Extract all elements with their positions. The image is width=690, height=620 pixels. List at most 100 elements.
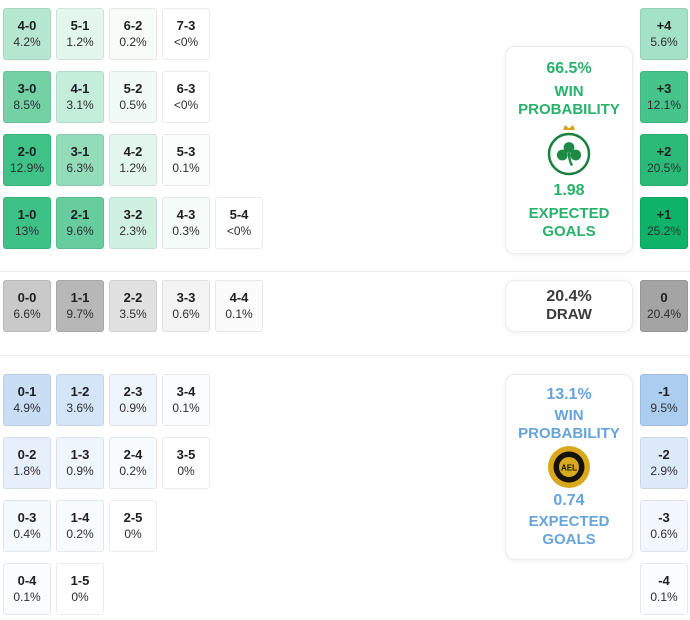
goal-diff-probability: 20.5% <box>646 160 682 175</box>
score-label: 2-4 <box>123 446 143 462</box>
score-cell: 1-5 0% <box>56 563 104 615</box>
goal-diff-probability: 0.6% <box>650 526 678 541</box>
score-label: 0-1 <box>17 383 37 399</box>
score-cell: 0-3 0.4% <box>3 500 51 552</box>
draw-score-row: 0-0 6.6% 1-1 9.7% 2-2 3.5% 3-3 0.6% 4-4 … <box>3 280 263 332</box>
score-cell: 1-3 0.9% <box>56 437 104 489</box>
home-score-row-3: 2-0 12.9% 3-1 6.3% 4-2 1.2% 5-3 0.1% <box>3 134 210 186</box>
score-probability: 0.1% <box>172 160 200 175</box>
score-label: 0-3 <box>17 509 37 525</box>
goal-diff-label: +3 <box>656 80 672 96</box>
score-label: 3-3 <box>176 289 196 305</box>
score-label: 1-1 <box>70 289 90 305</box>
score-cell: 2-5 0% <box>109 500 157 552</box>
score-probability: 0.1% <box>172 400 200 415</box>
away-expected-goals-label: EXPECTED GOALS <box>528 512 610 548</box>
score-cell: 1-4 0.2% <box>56 500 104 552</box>
score-cell: 5-1 1.2% <box>56 8 104 60</box>
away-score-row-2: 0-2 1.8% 1-3 0.9% 2-4 0.2% 3-5 0% <box>3 437 210 489</box>
score-probability: 13% <box>14 223 40 238</box>
score-probability: 0.2% <box>119 463 147 478</box>
draw-label: DRAW <box>546 306 592 324</box>
score-cell: 3-1 6.3% <box>56 134 104 186</box>
score-label: 6-3 <box>176 80 196 96</box>
score-probability: 0.3% <box>172 223 200 238</box>
score-cell: 2-1 9.6% <box>56 197 104 249</box>
goal-diff-probability: 0.1% <box>650 589 678 604</box>
score-cell: 4-1 3.1% <box>56 71 104 123</box>
score-probability: 3.1% <box>66 97 94 112</box>
score-probability: 0.9% <box>66 463 94 478</box>
score-probability: 0.1% <box>13 589 41 604</box>
score-cell: 0-2 1.8% <box>3 437 51 489</box>
away-score-row-3: 0-3 0.4% 1-4 0.2% 2-5 0% <box>3 500 157 552</box>
goal-diff-cell-minus4: -4 0.1% <box>640 563 688 615</box>
score-probability: 0.2% <box>66 526 94 541</box>
score-label: 2-3 <box>123 383 143 399</box>
score-cell: 3-4 0.1% <box>162 374 210 426</box>
away-score-row-1: 0-1 4.9% 1-2 3.6% 2-3 0.9% 3-4 0.1% <box>3 374 210 426</box>
goal-diff-probability: 5.6% <box>650 34 678 49</box>
goal-diff-label: +4 <box>656 17 672 33</box>
score-label: 4-4 <box>229 289 249 305</box>
score-label: 3-2 <box>123 206 143 222</box>
away-team-logo: AEL <box>547 445 591 489</box>
score-label: 4-0 <box>17 17 37 33</box>
score-label: 2-2 <box>123 289 143 305</box>
score-cell: 0-1 4.9% <box>3 374 51 426</box>
score-label: 1-4 <box>70 509 90 525</box>
section-divider-bottom <box>0 355 690 356</box>
score-cell: 7-3 <0% <box>162 8 210 60</box>
score-probability: <0% <box>173 97 199 112</box>
goal-diff-label: 0 <box>660 289 668 305</box>
score-label: 3-5 <box>176 446 196 462</box>
score-label: 4-1 <box>70 80 90 96</box>
score-cell: 3-3 0.6% <box>162 280 210 332</box>
goal-diff-cell-plus3: +3 12.1% <box>640 71 688 123</box>
score-cell: 6-3 <0% <box>162 71 210 123</box>
score-probability: 0.2% <box>119 34 147 49</box>
score-probability: 1.8% <box>13 463 41 478</box>
score-cell: 1-1 9.7% <box>56 280 104 332</box>
score-cell: 5-3 0.1% <box>162 134 210 186</box>
score-cell: 2-2 3.5% <box>109 280 157 332</box>
score-cell: 4-3 0.3% <box>162 197 210 249</box>
section-divider-top <box>0 271 690 272</box>
away-win-card: 13.1% WIN PROBABILITY AEL 0.74 EXPECTED … <box>505 374 633 560</box>
score-cell: 2-3 0.9% <box>109 374 157 426</box>
away-team-crest-icon: AEL <box>548 445 590 488</box>
score-probability: 1.2% <box>119 160 147 175</box>
score-label: 2-0 <box>17 143 37 159</box>
score-label: 3-0 <box>17 80 37 96</box>
goal-diff-cell-minus3: -3 0.6% <box>640 500 688 552</box>
score-probability: 6.3% <box>66 160 94 175</box>
goal-diff-cell-plus1: +1 25.2% <box>640 197 688 249</box>
score-cell: 5-4 <0% <box>215 197 263 249</box>
score-label: 2-1 <box>70 206 90 222</box>
home-score-row-2: 3-0 8.5% 4-1 3.1% 5-2 0.5% 6-3 <0% <box>3 71 210 123</box>
score-label: 2-5 <box>123 509 143 525</box>
away-win-probability-label: WIN PROBABILITY <box>518 406 620 442</box>
goal-diff-cell-plus4: +4 5.6% <box>640 8 688 60</box>
home-score-row-1: 4-0 4.2% 5-1 1.2% 6-2 0.2% 7-3 <0% <box>3 8 210 60</box>
home-expected-goals-value: 1.98 <box>553 181 585 199</box>
score-probability: 6.6% <box>13 306 41 321</box>
goal-diff-label: -3 <box>658 509 670 525</box>
score-probability: 0% <box>177 463 195 478</box>
score-probability: 0.4% <box>13 526 41 541</box>
away-win-probability-value: 13.1% <box>546 385 592 403</box>
home-score-row-4: 1-0 13% 2-1 9.6% 3-2 2.3% 4-3 0.3% 5-4 <… <box>3 197 263 249</box>
score-probability: 4.2% <box>13 34 41 49</box>
score-label: 5-4 <box>229 206 249 222</box>
score-cell: 6-2 0.2% <box>109 8 157 60</box>
home-win-card: 66.5% WIN PROBABILITY 1.98 EXPECTED GOAL… <box>505 46 633 254</box>
score-probability: 9.7% <box>66 306 94 321</box>
goal-diff-probability: 12.1% <box>646 97 682 112</box>
score-probability: 3.6% <box>66 400 94 415</box>
goal-diff-probability: 25.2% <box>646 223 682 238</box>
goal-diff-probability: 20.4% <box>646 306 682 321</box>
score-label: 5-1 <box>70 17 90 33</box>
goal-diff-probability: 2.9% <box>650 463 678 478</box>
goal-diff-probability: 9.5% <box>650 400 678 415</box>
